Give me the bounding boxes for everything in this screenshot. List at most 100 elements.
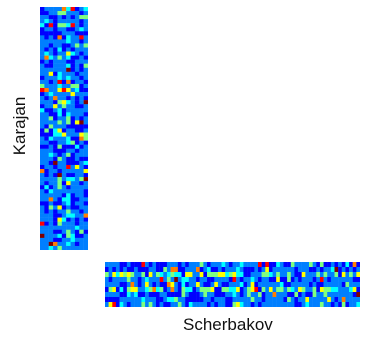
heatmap-cell xyxy=(83,71,88,77)
heatmap-cell xyxy=(250,277,255,283)
heatmap-cell xyxy=(40,189,45,194)
heatmap-cell xyxy=(115,272,120,278)
heatmap-cell xyxy=(48,156,54,162)
heatmap-cell xyxy=(301,302,306,307)
heatmap-cell xyxy=(349,302,353,307)
heatmap-cell xyxy=(207,267,211,273)
heatmap-cell xyxy=(254,292,259,298)
heatmap-cell xyxy=(53,136,58,141)
heatmap-cell xyxy=(196,277,200,283)
heatmap-cell xyxy=(341,287,346,293)
heatmap-cell xyxy=(53,169,58,174)
heatmap-cell xyxy=(44,197,49,202)
heatmap-cell xyxy=(115,302,120,307)
heatmap-cell xyxy=(323,282,328,288)
heatmap-cell xyxy=(108,272,113,278)
heatmap-cell xyxy=(305,262,310,268)
heatmap-cell xyxy=(66,63,71,68)
heatmap-cell xyxy=(40,233,45,239)
heatmap-cell xyxy=(57,221,63,226)
heatmap-cell xyxy=(61,140,67,145)
heatmap-cell xyxy=(203,292,208,298)
heatmap-cell xyxy=(232,282,237,288)
heatmap-cell xyxy=(312,272,317,278)
heatmap-cell xyxy=(57,116,63,121)
heatmap-cell xyxy=(57,63,63,68)
heatmap-cell xyxy=(66,120,71,125)
heatmap-cell xyxy=(70,79,76,85)
heatmap-cell xyxy=(79,217,84,222)
heatmap-cell xyxy=(221,262,226,268)
heatmap-cell xyxy=(40,43,45,48)
heatmap-cell xyxy=(327,277,332,283)
heatmap-cell xyxy=(265,267,270,273)
heatmap-cell xyxy=(61,71,67,77)
heatmap-cell xyxy=(188,282,193,288)
heatmap-cell xyxy=(57,237,63,243)
heatmap-cell xyxy=(294,277,299,283)
heatmap-cell xyxy=(196,272,200,278)
heatmap-cell xyxy=(298,267,302,273)
heatmap-cell xyxy=(349,287,353,293)
heatmap-cell xyxy=(130,292,135,298)
heatmap-cell xyxy=(70,108,76,113)
heatmap-cell xyxy=(214,292,219,298)
heatmap-cell xyxy=(44,88,49,93)
heatmap-cell xyxy=(40,193,45,198)
heatmap-cell xyxy=(70,55,76,60)
heatmap-cell xyxy=(276,302,281,307)
heatmap-cell xyxy=(174,267,179,273)
heatmap-cell xyxy=(40,79,45,85)
heatmap-cell xyxy=(74,23,80,28)
heatmap-cell xyxy=(70,128,76,133)
heatmap-cell xyxy=(61,39,67,44)
heatmap-cell xyxy=(44,63,49,68)
heatmap-cell xyxy=(74,100,80,105)
heatmap-cell xyxy=(207,292,211,298)
heatmap-cell xyxy=(70,43,76,48)
heatmap-cell xyxy=(166,277,171,283)
heatmap-cell xyxy=(57,181,63,186)
heatmap-cell xyxy=(283,287,288,293)
heatmap-cell xyxy=(57,241,63,247)
heatmap-cell xyxy=(334,262,339,268)
heatmap-cell xyxy=(74,35,80,40)
heatmap-cell xyxy=(83,31,88,36)
heatmap-cell xyxy=(228,282,233,288)
heatmap-cell xyxy=(83,27,88,32)
heatmap-cell xyxy=(83,19,88,24)
heatmap-cell xyxy=(105,277,109,283)
heatmap-cell xyxy=(83,197,88,202)
heatmap-cell xyxy=(341,297,346,303)
heatmap-cell xyxy=(301,272,306,278)
heatmap-cell xyxy=(228,292,233,298)
heatmap-cell xyxy=(159,302,164,307)
heatmap-cell xyxy=(48,124,54,129)
heatmap-cell xyxy=(196,267,200,273)
heatmap-cell xyxy=(345,262,350,268)
heatmap-cell xyxy=(57,75,63,81)
heatmap-cell xyxy=(254,267,259,273)
heatmap-cell xyxy=(137,302,142,307)
heatmap-cell xyxy=(108,302,113,307)
heatmap-cell xyxy=(214,297,219,303)
heatmap-cell xyxy=(119,292,124,298)
heatmap-cell xyxy=(272,292,277,298)
heatmap-cell xyxy=(210,277,215,283)
heatmap-cell xyxy=(298,287,302,293)
heatmap-cell xyxy=(70,116,76,121)
heatmap-cell xyxy=(319,297,324,303)
heatmap-cell xyxy=(250,302,255,307)
heatmap-cell xyxy=(330,272,335,278)
heatmap-cell xyxy=(119,277,124,283)
heatmap-cell xyxy=(316,292,321,298)
heatmap-cell xyxy=(352,272,357,278)
heatmap-cell xyxy=(44,128,49,133)
heatmap-cell xyxy=(83,83,88,89)
heatmap-cell xyxy=(112,267,117,273)
heatmap-cell xyxy=(225,277,230,283)
heatmap-cell xyxy=(66,136,71,141)
heatmap-cell xyxy=(279,272,284,278)
heatmap-cell xyxy=(66,27,71,32)
heatmap-cell xyxy=(70,120,76,125)
